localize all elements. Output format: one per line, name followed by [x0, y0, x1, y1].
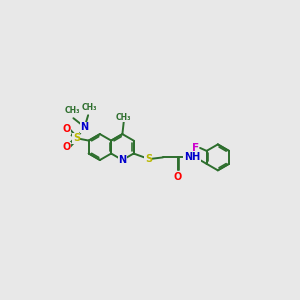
Text: O: O	[62, 124, 71, 134]
Text: F: F	[192, 143, 199, 153]
Text: O: O	[174, 172, 182, 182]
Text: O: O	[62, 142, 71, 152]
Text: S: S	[145, 154, 152, 164]
Text: N: N	[118, 155, 126, 165]
Text: NH: NH	[184, 152, 200, 162]
Text: S: S	[73, 133, 80, 143]
Text: N: N	[80, 122, 89, 132]
Text: CH₃: CH₃	[116, 113, 132, 122]
Text: CH₃: CH₃	[65, 106, 81, 115]
Text: CH₃: CH₃	[82, 103, 97, 112]
